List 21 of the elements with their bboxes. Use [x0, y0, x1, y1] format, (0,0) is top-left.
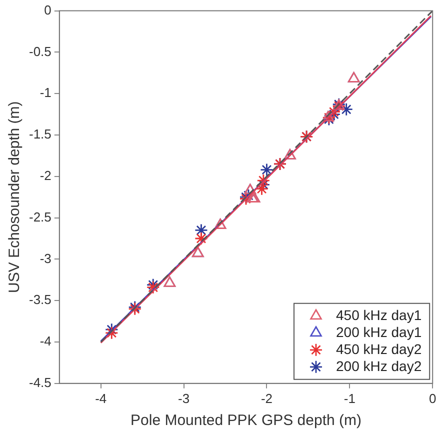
x-tick-label: -3	[178, 390, 190, 406]
x-tick-label: -2	[260, 390, 273, 406]
legend-label: 200 kHz day1	[336, 324, 422, 340]
y-tick-label: 0	[44, 2, 52, 18]
y-tick-label: -1.5	[28, 126, 52, 142]
legend-label: 450 kHz day2	[336, 340, 422, 357]
y-tick-label: -2	[40, 168, 52, 183]
x-tick-label: 0	[428, 390, 436, 406]
y-tick-label: -4.5	[28, 374, 52, 390]
legend-label: 200 kHz day2	[336, 358, 422, 374]
y-tick-label: -3.5	[28, 292, 52, 308]
y-tick-label: -1	[40, 85, 52, 100]
legend-label: 450 kHz day1	[336, 306, 422, 323]
y-tick-label: -4	[40, 334, 52, 349]
x-axis-title: Pole Mounted PPK GPS depth (m)	[130, 412, 362, 430]
x-tick-label: -1	[344, 390, 356, 406]
y-axis-title: USV Echosounder depth (m)	[6, 101, 24, 293]
y-tick-label: -3	[40, 250, 52, 266]
y-tick-label: -2.5	[28, 209, 52, 224]
y-tick-label: -0.5	[28, 44, 52, 59]
x-tick-label: -4	[95, 390, 107, 406]
